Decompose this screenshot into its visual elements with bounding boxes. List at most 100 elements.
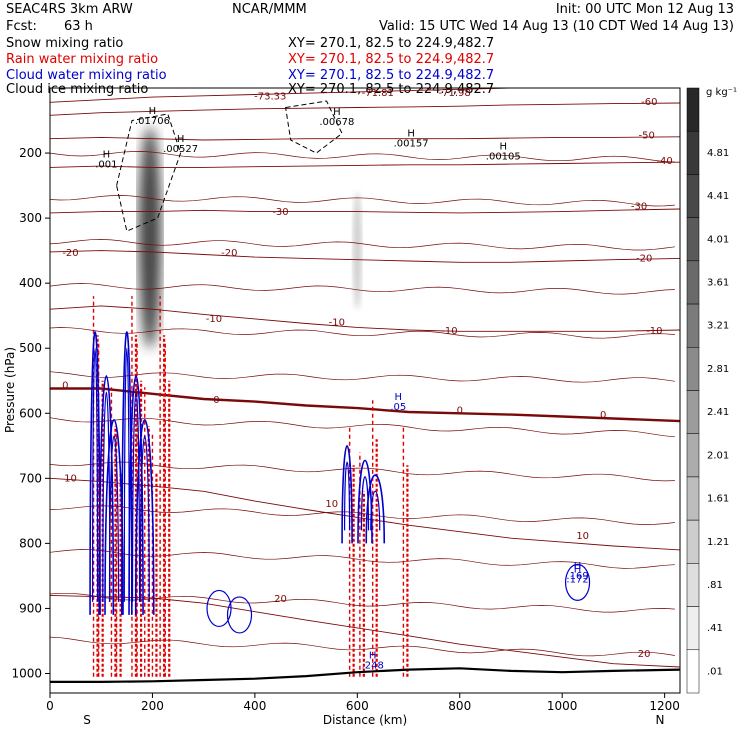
cloud-water-contours — [89, 331, 591, 634]
cloud-water-contour — [123, 347, 130, 602]
colorbar-tick-label: 1.61 — [707, 494, 729, 505]
x-tick-label: 0 — [46, 699, 54, 713]
extremum-mark: H — [177, 134, 185, 145]
colorbar-swatch — [686, 433, 700, 478]
y-axis: 200 300 400 500 600 700 800 900 1000 — [11, 146, 50, 680]
field-cloudice-xy: XY= 270.1, 82.5 to 224.9,482.7 — [288, 82, 494, 97]
y-tick-label: 500 — [19, 341, 42, 355]
extremum-value: .172 — [566, 574, 588, 585]
temperature-label: 10 — [325, 499, 338, 510]
extremum-value: .248 — [362, 660, 384, 671]
temperature-contour-label: 10 — [576, 531, 589, 542]
plot-frame — [49, 87, 681, 694]
temperature-label: 0 — [62, 381, 68, 392]
colorbar: 4.81 4.41 4.01 3.61 3.21 2.81 2.41 2.01 1.61 1.21… — [686, 87, 729, 694]
cloud-water-contour — [365, 474, 386, 544]
colorbar-swatch — [686, 130, 700, 175]
field-rain-name: Rain water mixing ratio — [6, 52, 158, 67]
x-tick-label: 800 — [448, 699, 471, 713]
colorbar-swatch — [686, 260, 700, 305]
colorbar-swatch — [686, 606, 700, 651]
temperature-contour-label: 20 — [638, 649, 651, 660]
terrain-line — [50, 667, 680, 683]
temperature-label: 0 — [457, 405, 463, 416]
temperature-contour-label: -70 — [416, 82, 432, 93]
extremum-mark: H — [395, 392, 403, 403]
temperature-label: -10 — [206, 314, 222, 325]
temperature-label: 10 — [64, 474, 77, 485]
extremum-value: .00105 — [486, 152, 521, 163]
colorbar-tick-label: .01 — [707, 666, 723, 677]
extremum-mark: H — [149, 106, 157, 117]
extremum-value: .05 — [390, 402, 406, 413]
cloud-water-contour — [89, 331, 101, 615]
field-cloudwater-name: Cloud water mixing ratio — [6, 68, 167, 83]
colorbar-tick-label: 2.01 — [707, 450, 729, 461]
colorbar-tick-label: 1.21 — [707, 537, 729, 548]
cloud-water-contour — [343, 461, 351, 531]
colorbar-swatch — [686, 563, 700, 607]
colorbar-swatch — [686, 649, 700, 694]
temperature-contour — [50, 161, 680, 168]
extremum-mark: H — [574, 561, 582, 572]
org-label: NCAR/MMM — [232, 2, 307, 17]
y-tick-label: 400 — [19, 276, 42, 290]
forecast-label: Fcst: — [6, 19, 37, 34]
extremum-value: .01706 — [135, 116, 170, 127]
temperature-contour — [50, 136, 680, 141]
temperature-contour — [50, 636, 675, 657]
temperature-contour — [50, 327, 675, 339]
y-tick-label: 900 — [19, 601, 42, 615]
colorbar-swatch — [686, 347, 700, 391]
extremum-mark: H — [333, 107, 341, 118]
temperature-contour — [50, 208, 680, 214]
temperature-contour — [50, 505, 675, 525]
cloud-water-contour — [91, 347, 99, 602]
y-tick-label: 800 — [19, 536, 42, 550]
colorbar-tick-label: 4.81 — [707, 148, 729, 159]
colorbar-swatch — [686, 174, 700, 218]
temperature-contour-label: -60 — [641, 97, 657, 108]
x-tick-label: 400 — [243, 699, 266, 713]
cloud-water-contour — [131, 391, 141, 602]
y-tick-label: 200 — [19, 146, 42, 160]
temperature-label: 20 — [274, 594, 287, 605]
x-axis-north-label: N — [656, 713, 665, 727]
field-snow-name: Snow mixing ratio — [6, 36, 123, 51]
extremum-value: .169 — [566, 571, 588, 582]
temperature-contour — [50, 371, 675, 383]
colorbar-tick-label: 4.01 — [707, 234, 729, 245]
cloud-ice-contour — [285, 100, 343, 154]
valid-time: Valid: 15 UTC Wed 14 Aug 13 (10 CDT Wed … — [379, 19, 734, 34]
colorbar-unit: g kg⁻¹ — [706, 87, 737, 98]
field-snow-xy: XY= 270.1, 82.5 to 224.9,482.7 — [288, 36, 494, 51]
cloud-water-contour — [121, 331, 133, 615]
extremum-value: .001 — [95, 159, 117, 170]
temperature-contour — [50, 195, 675, 207]
cloud-water-contour — [108, 435, 120, 602]
extremum-mark: H — [574, 564, 582, 575]
colorbar-swatch — [686, 390, 700, 434]
cloud-water-contour — [98, 375, 115, 615]
cloud-water-contour — [360, 476, 370, 531]
temperature-label: -71.98 — [439, 88, 471, 99]
temperature-contour — [50, 102, 680, 116]
temperature-contour-label: -30 — [631, 202, 647, 213]
colorbar-tick-label: 2.81 — [707, 364, 729, 375]
x-axis: 0 200 400 600 800 1000 1200 — [46, 693, 680, 713]
x-axis-title: Distance (km) — [323, 713, 407, 727]
colorbar-swatch — [686, 217, 700, 262]
y-tick-label: 300 — [19, 211, 42, 225]
x-tick-label: 1200 — [649, 699, 680, 713]
temperature-contour — [50, 239, 675, 251]
colorbar-tick-label: 3.61 — [707, 277, 729, 288]
temperature-contour-label: -20 — [636, 254, 652, 265]
temperature-contour — [50, 417, 675, 438]
colorbar-swatch — [686, 87, 700, 132]
colorbar-swatch — [686, 303, 700, 348]
cloud-water-contour — [139, 435, 150, 602]
cloud-water-contour — [564, 563, 591, 602]
temperature-label: -73.33 — [254, 92, 286, 103]
